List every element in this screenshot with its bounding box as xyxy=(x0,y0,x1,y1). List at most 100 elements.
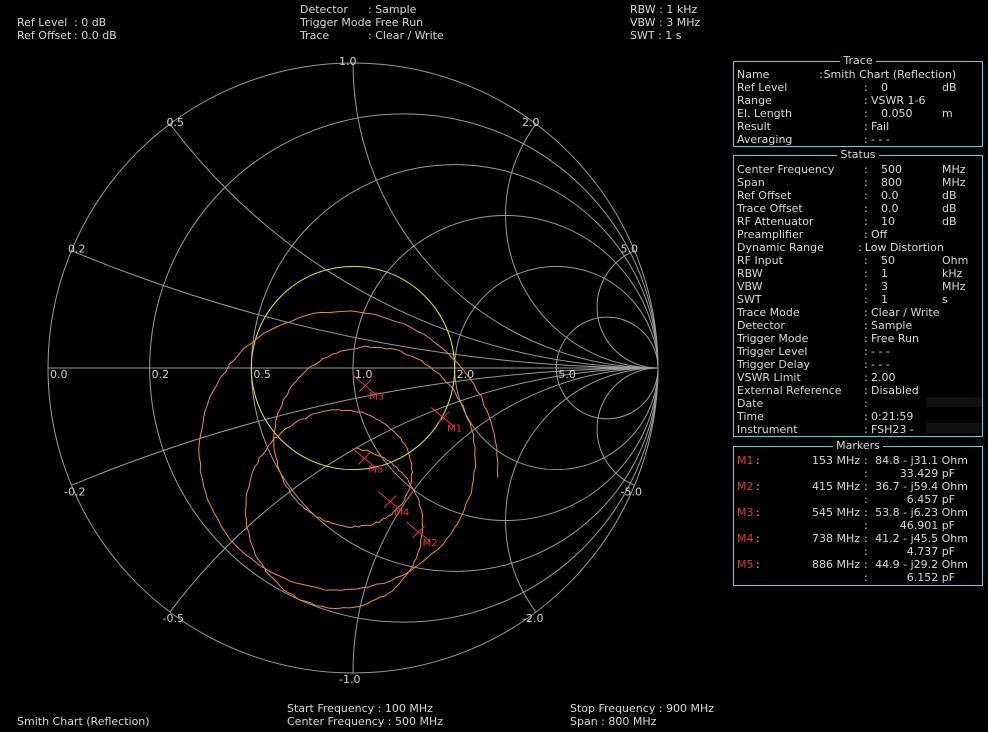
status-field-key: Center Frequency xyxy=(737,163,835,176)
separator: : xyxy=(864,176,868,189)
status-field-value: Low Distortion xyxy=(864,241,944,254)
vswr-limit-circle xyxy=(250,265,456,471)
trace-field-value: 0.050 xyxy=(881,107,913,120)
reactance-label: 1.0 xyxy=(339,55,357,68)
separator: : xyxy=(864,545,868,558)
marker-m5: M5 xyxy=(352,447,383,475)
separator: : xyxy=(756,558,760,571)
marker-entry[interactable]: M2:415 MHz::36.7 - j59.4 Ohm 6.457 pF xyxy=(734,480,982,506)
marker-frequency: 415 MHz xyxy=(811,480,860,493)
marker-tick xyxy=(436,411,450,424)
separator: : xyxy=(864,519,868,532)
resistance-circle xyxy=(555,316,659,420)
smith-chart[interactable]: 0.0 0.2 0.5 1.0 2.0 5.0 1.0 0.5 2.0 0.2 5.0 -0.2 -5.… xyxy=(0,44,730,692)
status-field-unit: dB xyxy=(942,215,957,228)
marker-frequency: 886 MHz xyxy=(811,558,860,571)
trace-panel: Trace Name: Smith Chart (Reflection) Ref L… xyxy=(733,54,983,147)
swt-readout: SWT : 1 s xyxy=(630,29,682,42)
separator: : xyxy=(864,120,868,133)
separator: : xyxy=(864,267,868,280)
status-field-value: FSH23 - xyxy=(871,423,914,436)
separator: : xyxy=(864,480,868,493)
marker-label: M1 xyxy=(737,454,754,467)
status-field-row: RBW:1 kHz xyxy=(734,267,982,280)
separator: : xyxy=(864,332,868,345)
marker-capacitance: 4.737 pF xyxy=(906,545,955,558)
status-field-row: Trigger Mode: Free Run xyxy=(734,332,982,345)
status-field-value: Sample xyxy=(871,319,913,332)
trigger-mode-label: Trigger Mode xyxy=(300,16,372,29)
trace-field-unit xyxy=(942,94,982,107)
trace-field-unit: m xyxy=(942,107,953,120)
marker-impedance: 53.8 - j6.23 Ohm xyxy=(875,506,968,519)
redacted-value xyxy=(926,423,982,433)
status-field-unit: kHz xyxy=(942,267,963,280)
status-field-unit: Ohm xyxy=(942,254,969,267)
status-field-key: Span xyxy=(737,176,765,189)
status-field-row: External Reference: Disabled xyxy=(734,384,982,397)
marker-entry[interactable]: M5:886 MHz::44.9 - j29.2 Ohm 6.152 pF xyxy=(734,558,982,584)
detector-settings: Detector: Sample Trigger Mode: Free Run … xyxy=(300,3,444,42)
trace-markers: M1 M2 M3 M4 M5 xyxy=(352,375,462,549)
smith-labels: 0.0 0.2 0.5 1.0 2.0 5.0 1.0 0.5 2.0 0.2 5.0 -0.2 -5.… xyxy=(50,55,642,686)
trace-field-unit: dB xyxy=(942,81,957,94)
separator: : xyxy=(864,202,868,215)
status-field-key: External Reference xyxy=(737,384,842,397)
separator: : xyxy=(864,306,868,319)
separator: : xyxy=(864,319,868,332)
separator: : xyxy=(864,189,868,202)
marker-label: M2 xyxy=(737,480,754,493)
status-field-value: 1 xyxy=(881,293,888,306)
status-field-key: Trigger Mode xyxy=(737,332,809,345)
marker-entry[interactable]: M1:153 MHz::84.8 - j31.1 Ohm 33.429 pF xyxy=(734,454,982,480)
separator: : xyxy=(864,371,868,384)
trace-field-value: Fail xyxy=(871,120,890,133)
status-field-value: 50 xyxy=(881,254,895,267)
reactance-label: -5.0 xyxy=(621,485,642,498)
start-frequency: Start Frequency : 100 MHz xyxy=(287,702,433,715)
marker-m3: M3 xyxy=(352,375,384,403)
trace-label: Trace xyxy=(300,29,330,42)
reactance-label: -0.2 xyxy=(64,485,85,498)
status-field-key: RF Input xyxy=(737,254,783,267)
status-field-row: Instrument: FSH23 - xyxy=(734,423,982,436)
marker-text: M1 xyxy=(447,424,462,435)
reactance-label: -2.0 xyxy=(522,612,543,625)
status-field-row: Detector: Sample xyxy=(734,319,982,332)
trace-field-row: Ref Level:0 dB xyxy=(734,81,982,94)
separator: : xyxy=(864,384,868,397)
separator: : xyxy=(864,493,868,506)
separator: : xyxy=(864,558,868,571)
status-field-unit xyxy=(942,332,982,345)
status-field-value: 2.00 xyxy=(871,371,896,384)
separator: : xyxy=(864,454,868,467)
separator: : xyxy=(864,571,868,584)
status-field-value: 0:21:59 xyxy=(871,410,914,423)
separator: : xyxy=(864,81,868,94)
marker-tick xyxy=(358,379,372,392)
status-field-row: RF Input:50 Ohm xyxy=(734,254,982,267)
status-field-unit: dB xyxy=(942,202,957,215)
trace-field-unit xyxy=(942,120,982,133)
ref-settings: Ref Level: 0 dB Ref Offset: 0.0 dB xyxy=(17,16,117,42)
marker-m4: M4 xyxy=(377,491,409,519)
status-field-unit: s xyxy=(942,293,948,306)
status-field-unit xyxy=(942,319,982,332)
status-field-value: 10 xyxy=(881,215,895,228)
marker-frequency: 545 MHz xyxy=(811,506,860,519)
marker-m1: M1 xyxy=(430,407,462,435)
trace-field-row: El. Length:0.050 m xyxy=(734,107,982,120)
status-field-unit xyxy=(942,410,982,423)
span: Span : 800 MHz xyxy=(570,715,657,728)
status-field-key: RBW xyxy=(737,267,763,280)
separator: : xyxy=(864,423,868,436)
trace-field-key: Range xyxy=(737,94,772,107)
reactance-label: 0.5 xyxy=(167,116,185,129)
status-field-value: Free Run xyxy=(871,332,919,345)
marker-entry[interactable]: M4:738 MHz::41.2 - j45.5 Ohm 4.737 pF xyxy=(734,532,982,558)
separator: : xyxy=(864,532,868,545)
status-field-row: VSWR Limit:2.00 xyxy=(734,371,982,384)
separator: : xyxy=(864,254,868,267)
marker-entry[interactable]: M3:545 MHz::53.8 - j6.23 Ohm 46.901 pF xyxy=(734,506,982,532)
status-field-row: Ref Offset:0.0 dB xyxy=(734,189,982,202)
